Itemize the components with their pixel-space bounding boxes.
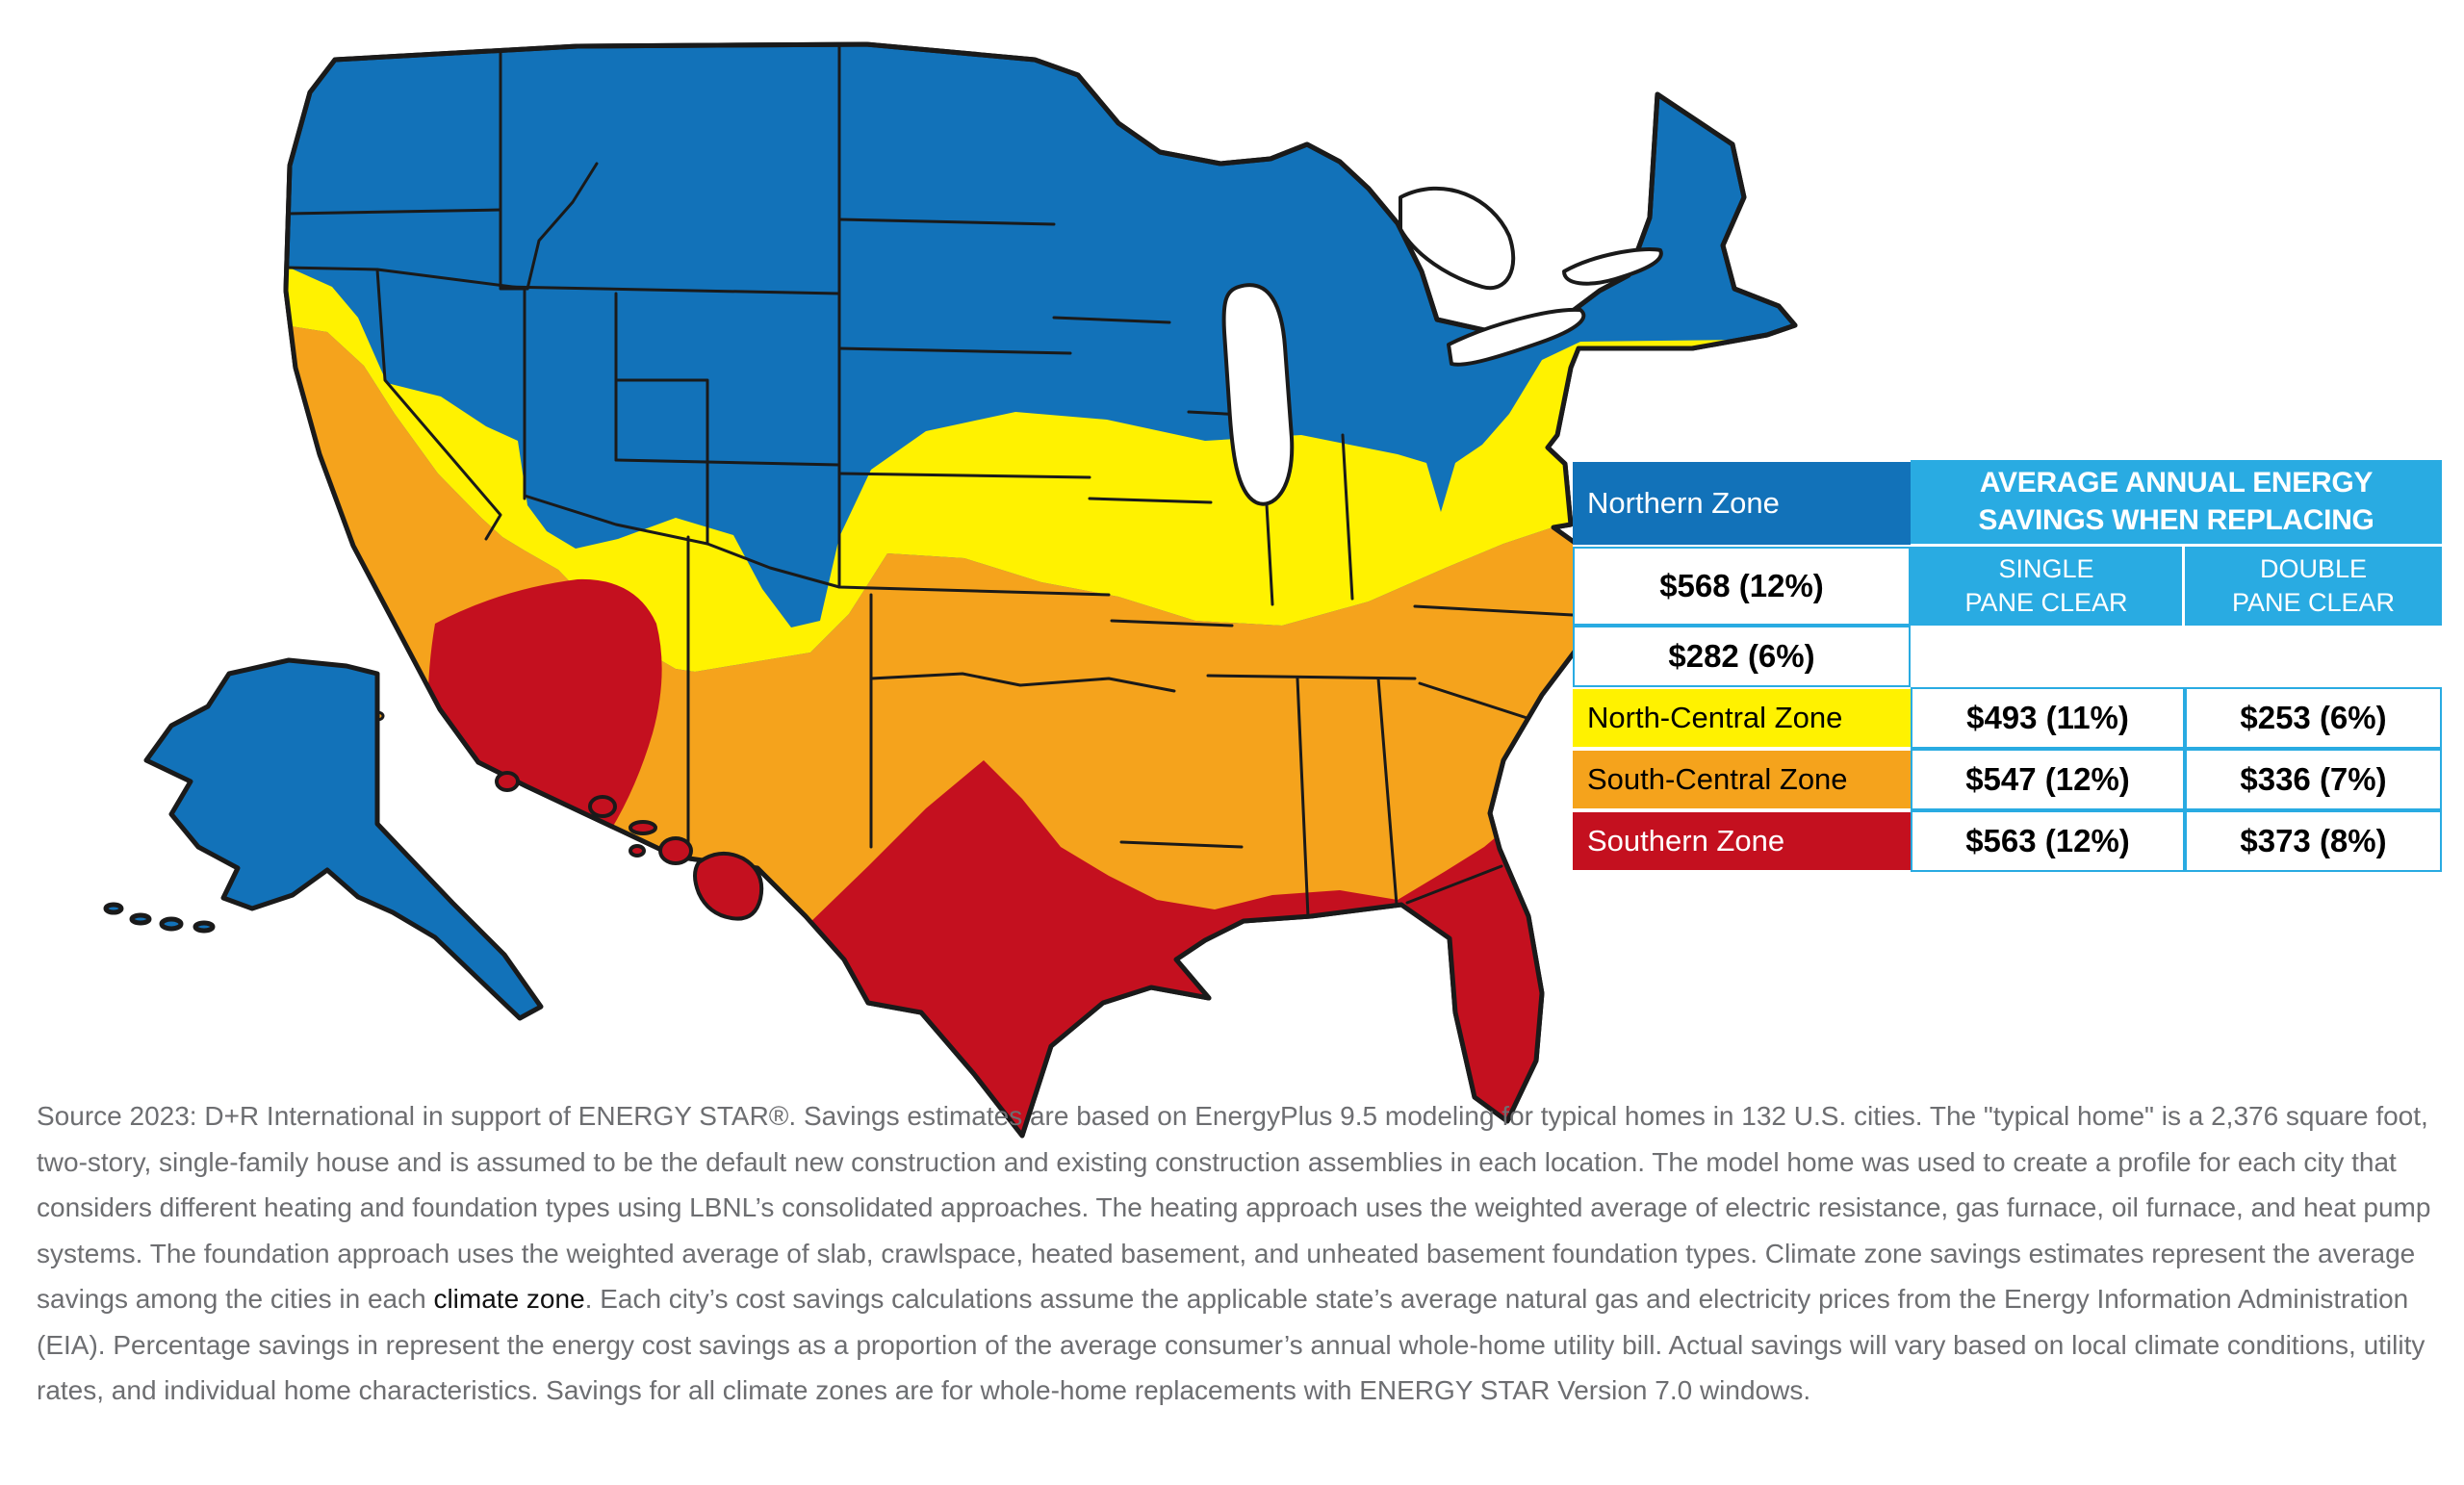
state-borders xyxy=(286,44,1627,940)
island-molokai xyxy=(629,820,657,835)
savings-table: AVERAGE ANNUAL ENERGY SAVINGS WHEN REPLA… xyxy=(1573,460,2442,872)
column-header-double-pane: DOUBLE PANE CLEAR xyxy=(2185,547,2442,626)
climate-zone-link[interactable]: climate zone xyxy=(433,1284,585,1314)
lake-erie xyxy=(1447,307,1586,367)
lake-michigan xyxy=(1221,283,1295,506)
source-note-text: Source 2023: D+R International in suppor… xyxy=(37,1101,2431,1314)
us-coastline xyxy=(283,41,1798,1139)
island-lanai xyxy=(629,844,646,858)
lake-huron xyxy=(1399,186,1516,291)
value-northern-double: $282 (6%) xyxy=(1573,626,1911,687)
zone-label-southern: Southern Zone xyxy=(1573,810,1911,872)
source-note: Source 2023: D+R International in suppor… xyxy=(37,1093,2435,1414)
value-south-central-double: $336 (7%) xyxy=(2185,749,2442,810)
island-maui xyxy=(658,836,693,865)
island-hawaii-big xyxy=(693,851,764,921)
aleutian-island xyxy=(103,902,124,915)
aleutian-island xyxy=(129,912,152,926)
zone-label-north-central: North-Central Zone xyxy=(1573,687,1911,749)
zone-label-northern: Northern Zone xyxy=(1573,460,1911,547)
aleutian-island xyxy=(192,920,216,934)
value-northern-single: $568 (12%) xyxy=(1573,547,1911,626)
table-title-line1: AVERAGE ANNUAL ENERGY xyxy=(1979,467,2374,499)
source-note-text-after: . Each city’s cost savings calculations … xyxy=(37,1284,2426,1405)
lake-ontario xyxy=(1562,247,1663,286)
table-title: AVERAGE ANNUAL ENERGY SAVINGS WHEN REPLA… xyxy=(1911,460,2442,547)
island-kauai xyxy=(495,771,520,792)
aleutian-island xyxy=(159,916,184,932)
zone-label-south-central: South-Central Zone xyxy=(1573,749,1911,810)
value-southern-double: $373 (8%) xyxy=(2185,810,2442,872)
island-oahu xyxy=(588,795,617,818)
hawaii xyxy=(495,771,764,921)
alaska xyxy=(103,657,544,1021)
table-title-line2: SAVINGS WHEN REPLACING xyxy=(1978,503,2374,536)
great-lakes xyxy=(1221,186,1663,506)
value-north-central-double: $253 (6%) xyxy=(2185,687,2442,749)
map-zone-north-central xyxy=(286,266,1795,672)
value-south-central-single: $547 (12%) xyxy=(1911,749,2185,810)
value-southern-single: $563 (12%) xyxy=(1911,810,2185,872)
value-north-central-single: $493 (11%) xyxy=(1911,687,2185,749)
column-header-single-pane: SINGLE PANE CLEAR xyxy=(1911,547,2185,626)
